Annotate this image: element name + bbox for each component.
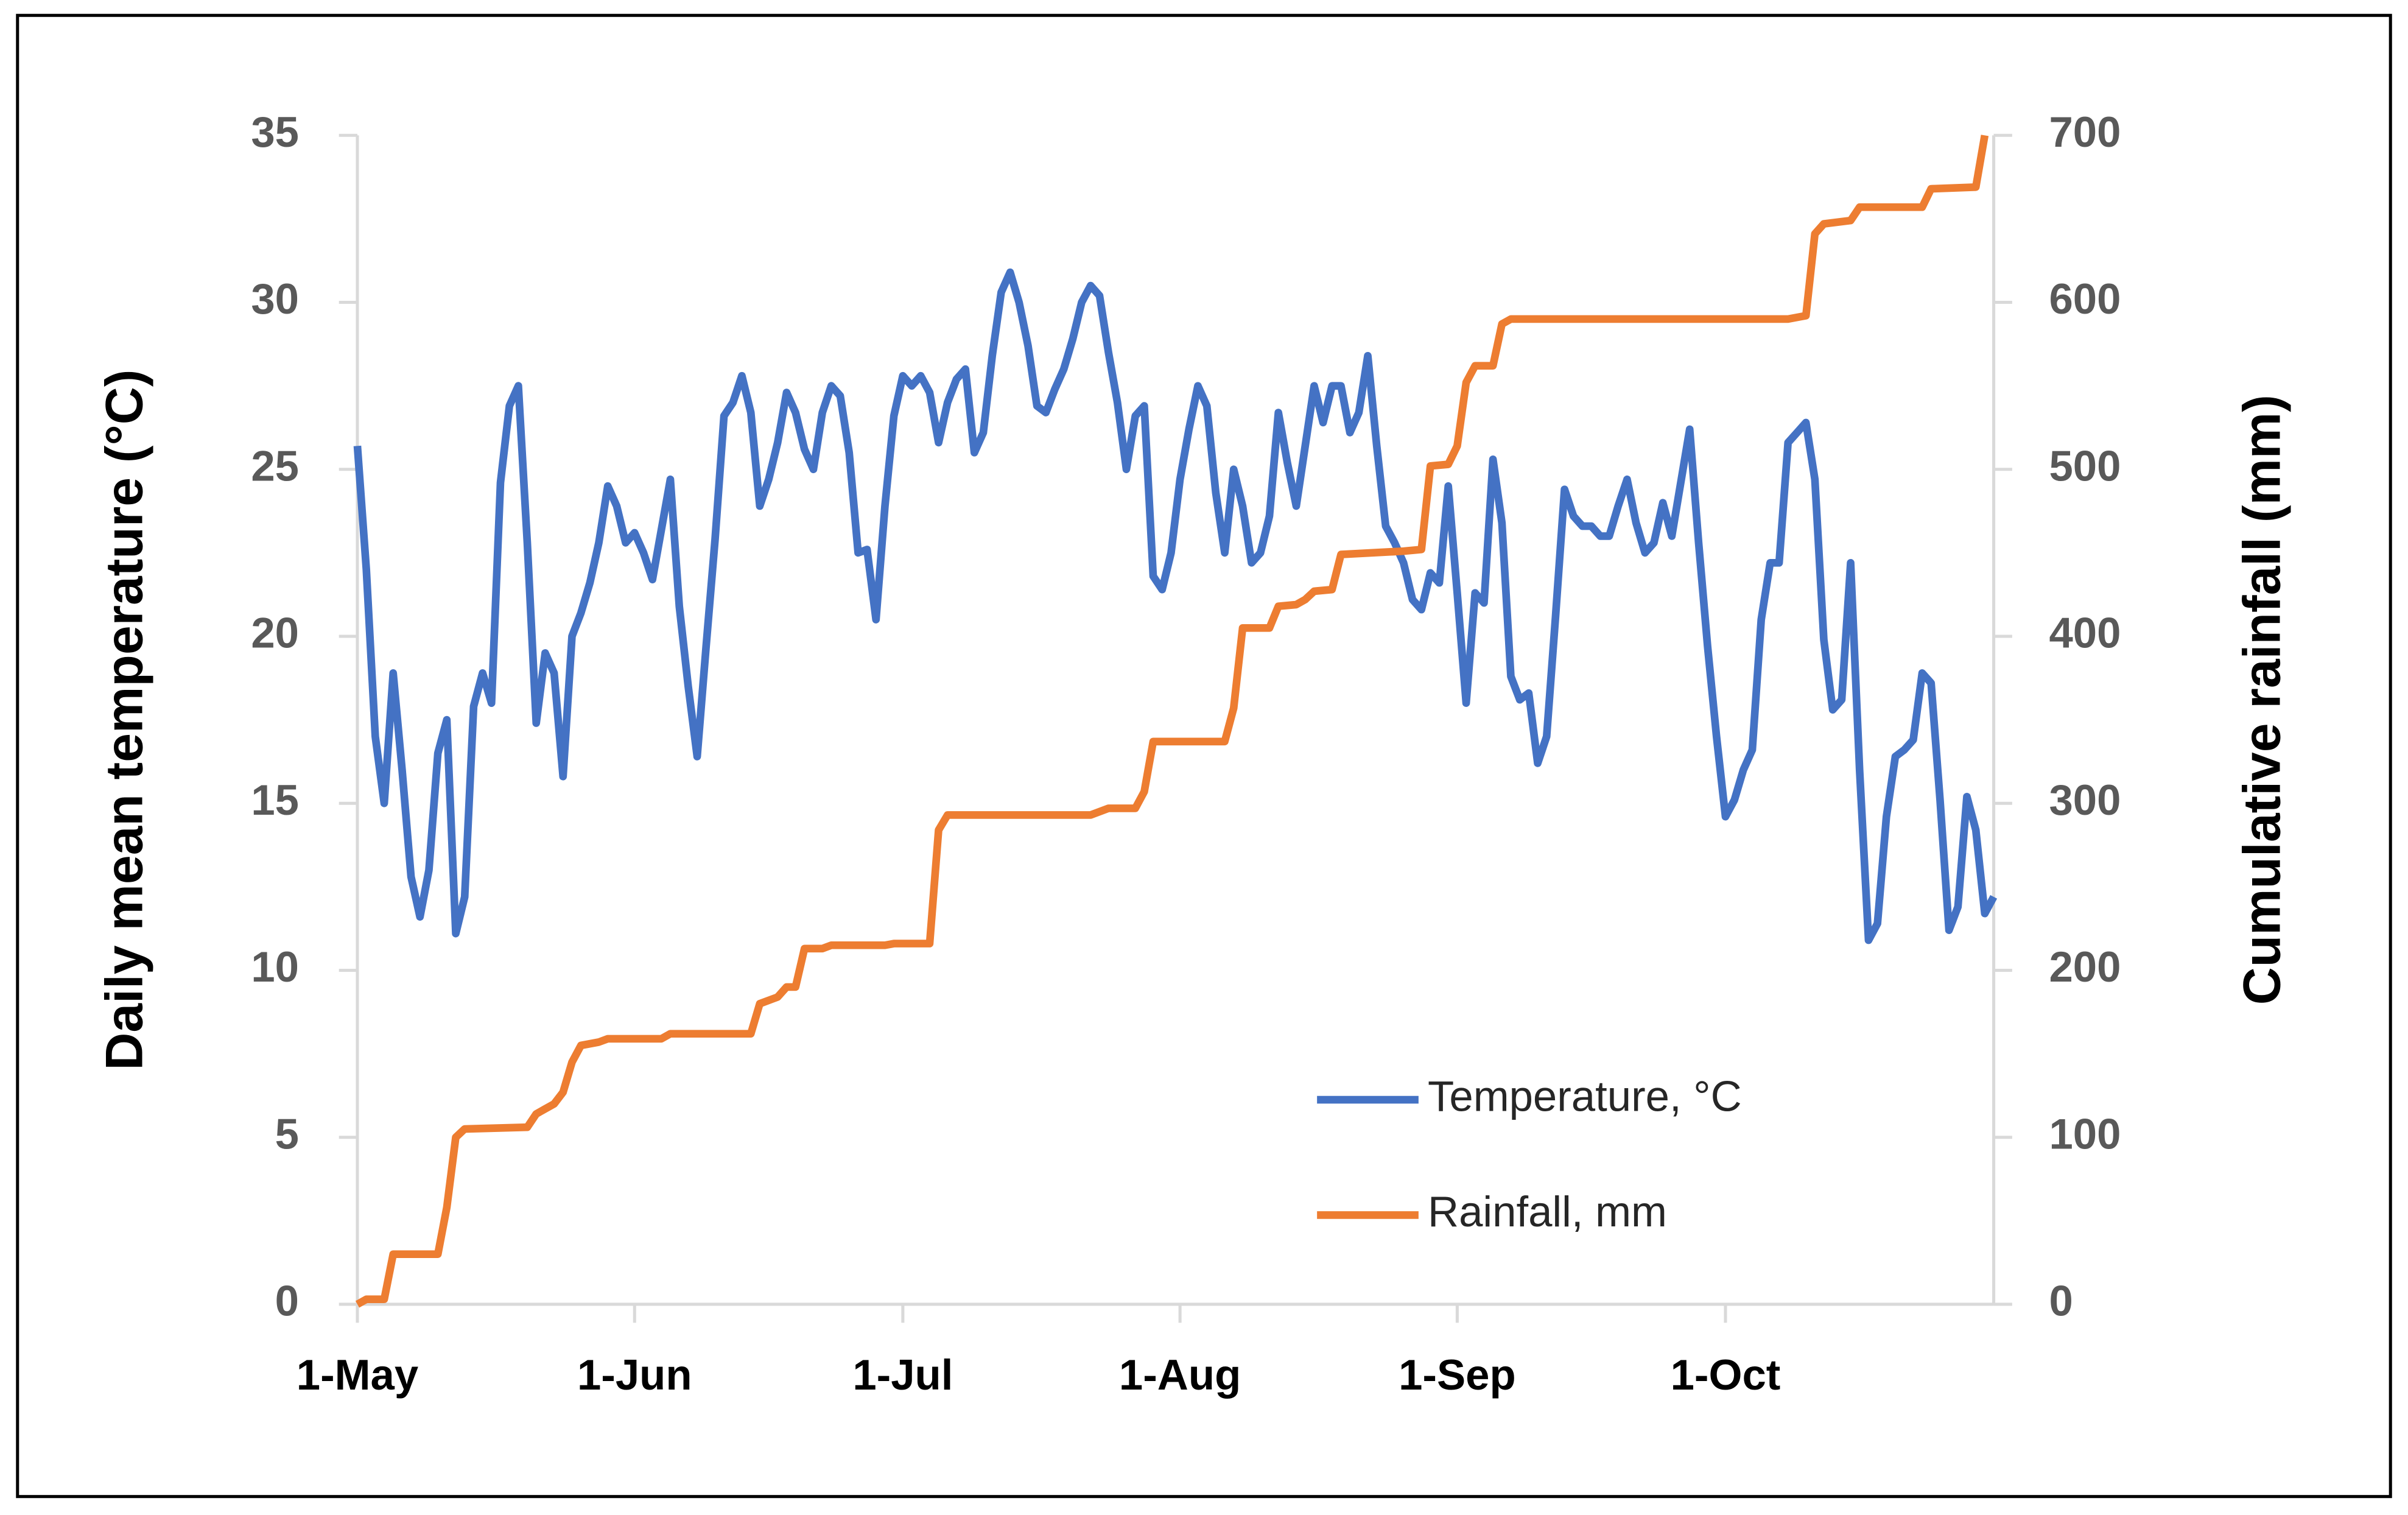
y-tick-label: 10	[251, 943, 299, 991]
series-line	[355, 135, 1989, 1308]
y2-tick-label: 400	[2049, 609, 2121, 657]
y2-tick-label: 300	[2049, 776, 2121, 824]
y2-tick-label: 100	[2049, 1109, 2121, 1158]
x-tick-label: 1-Aug	[1119, 1351, 1241, 1399]
y-tick-label: 35	[251, 108, 299, 156]
y-tick-label: 5	[275, 1109, 299, 1158]
chart-border	[16, 13, 2392, 1499]
y2-axis-title: Cumulative rainfall (mm)	[2233, 395, 2291, 1005]
y-tick-label: 25	[251, 441, 299, 490]
y2-tick-label: 0	[2049, 1277, 2073, 1325]
y2-tick-label: 200	[2049, 943, 2121, 991]
y-tick-label: 0	[275, 1277, 299, 1325]
y2-tick-label: 700	[2049, 108, 2121, 156]
x-tick-label: 1-Oct	[1671, 1351, 1781, 1399]
y2-tick-label: 600	[2049, 275, 2121, 323]
x-tick-label: 1-Jul	[852, 1351, 953, 1399]
legend-label: Temperature, °C	[1428, 1072, 1742, 1120]
y-tick-label: 30	[251, 275, 299, 323]
x-tick-label: 1-May	[297, 1351, 418, 1399]
y-tick-label: 15	[251, 776, 299, 824]
legend-label: Rainfall, mm	[1428, 1187, 1667, 1236]
x-tick-label: 1-Sep	[1399, 1351, 1516, 1399]
x-tick-label: 1-Jun	[577, 1351, 692, 1399]
series-line	[353, 268, 1998, 944]
y2-tick-label: 500	[2049, 441, 2121, 490]
y-tick-label: 20	[251, 609, 299, 657]
y-axis-title: Daily mean temperature (°C)	[95, 370, 153, 1070]
